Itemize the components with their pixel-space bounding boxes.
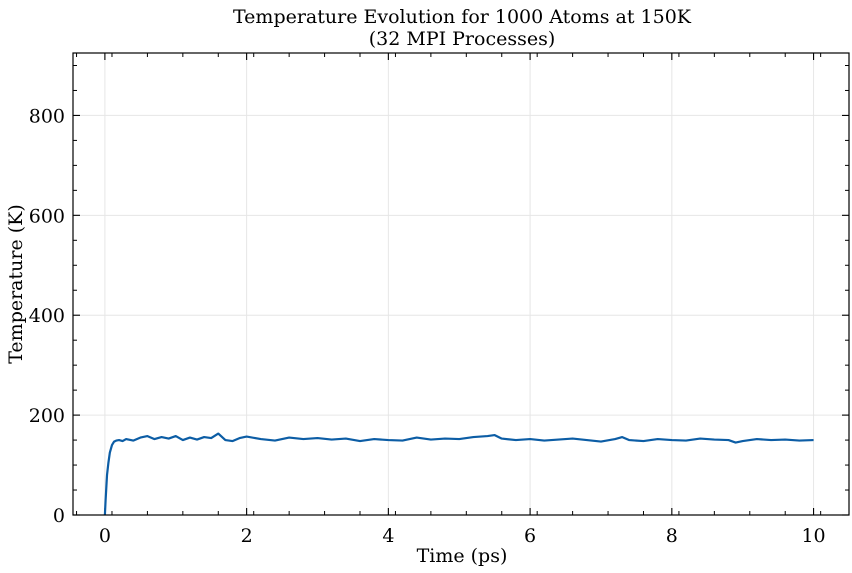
x-tick-label: 8: [666, 525, 678, 547]
y-tick-label: 600: [29, 205, 65, 227]
chart-subtitle: (32 MPI Processes): [369, 28, 556, 50]
y-tick-label: 0: [53, 505, 65, 527]
x-tick-labels: 0 2 4 6 8 10: [99, 525, 826, 547]
grid-layer: [73, 53, 849, 515]
x-axis-label: Time (ps): [417, 545, 508, 567]
y-tick-label: 800: [29, 105, 65, 127]
x-tick-label: 6: [524, 525, 536, 547]
y-tick-label: 400: [29, 305, 65, 327]
x-tick-label: 10: [801, 525, 825, 547]
x-tick-label: 2: [241, 525, 253, 547]
y-axis-label: Temperature (K): [5, 204, 27, 364]
plot-frame: [72, 52, 850, 516]
major-ticks: [73, 53, 849, 516]
line-layer: [103, 432, 814, 516]
x-tick-label: 4: [382, 525, 394, 547]
x-tick-label: 0: [99, 525, 111, 547]
y-tick-label: 200: [29, 405, 65, 427]
chart-title: Temperature Evolution for 1000 Atoms at …: [233, 6, 692, 28]
minor-ticks: [73, 53, 849, 515]
temperature-series-line: [103, 432, 814, 516]
y-tick-labels: 0 200 400 600 800: [29, 105, 65, 527]
